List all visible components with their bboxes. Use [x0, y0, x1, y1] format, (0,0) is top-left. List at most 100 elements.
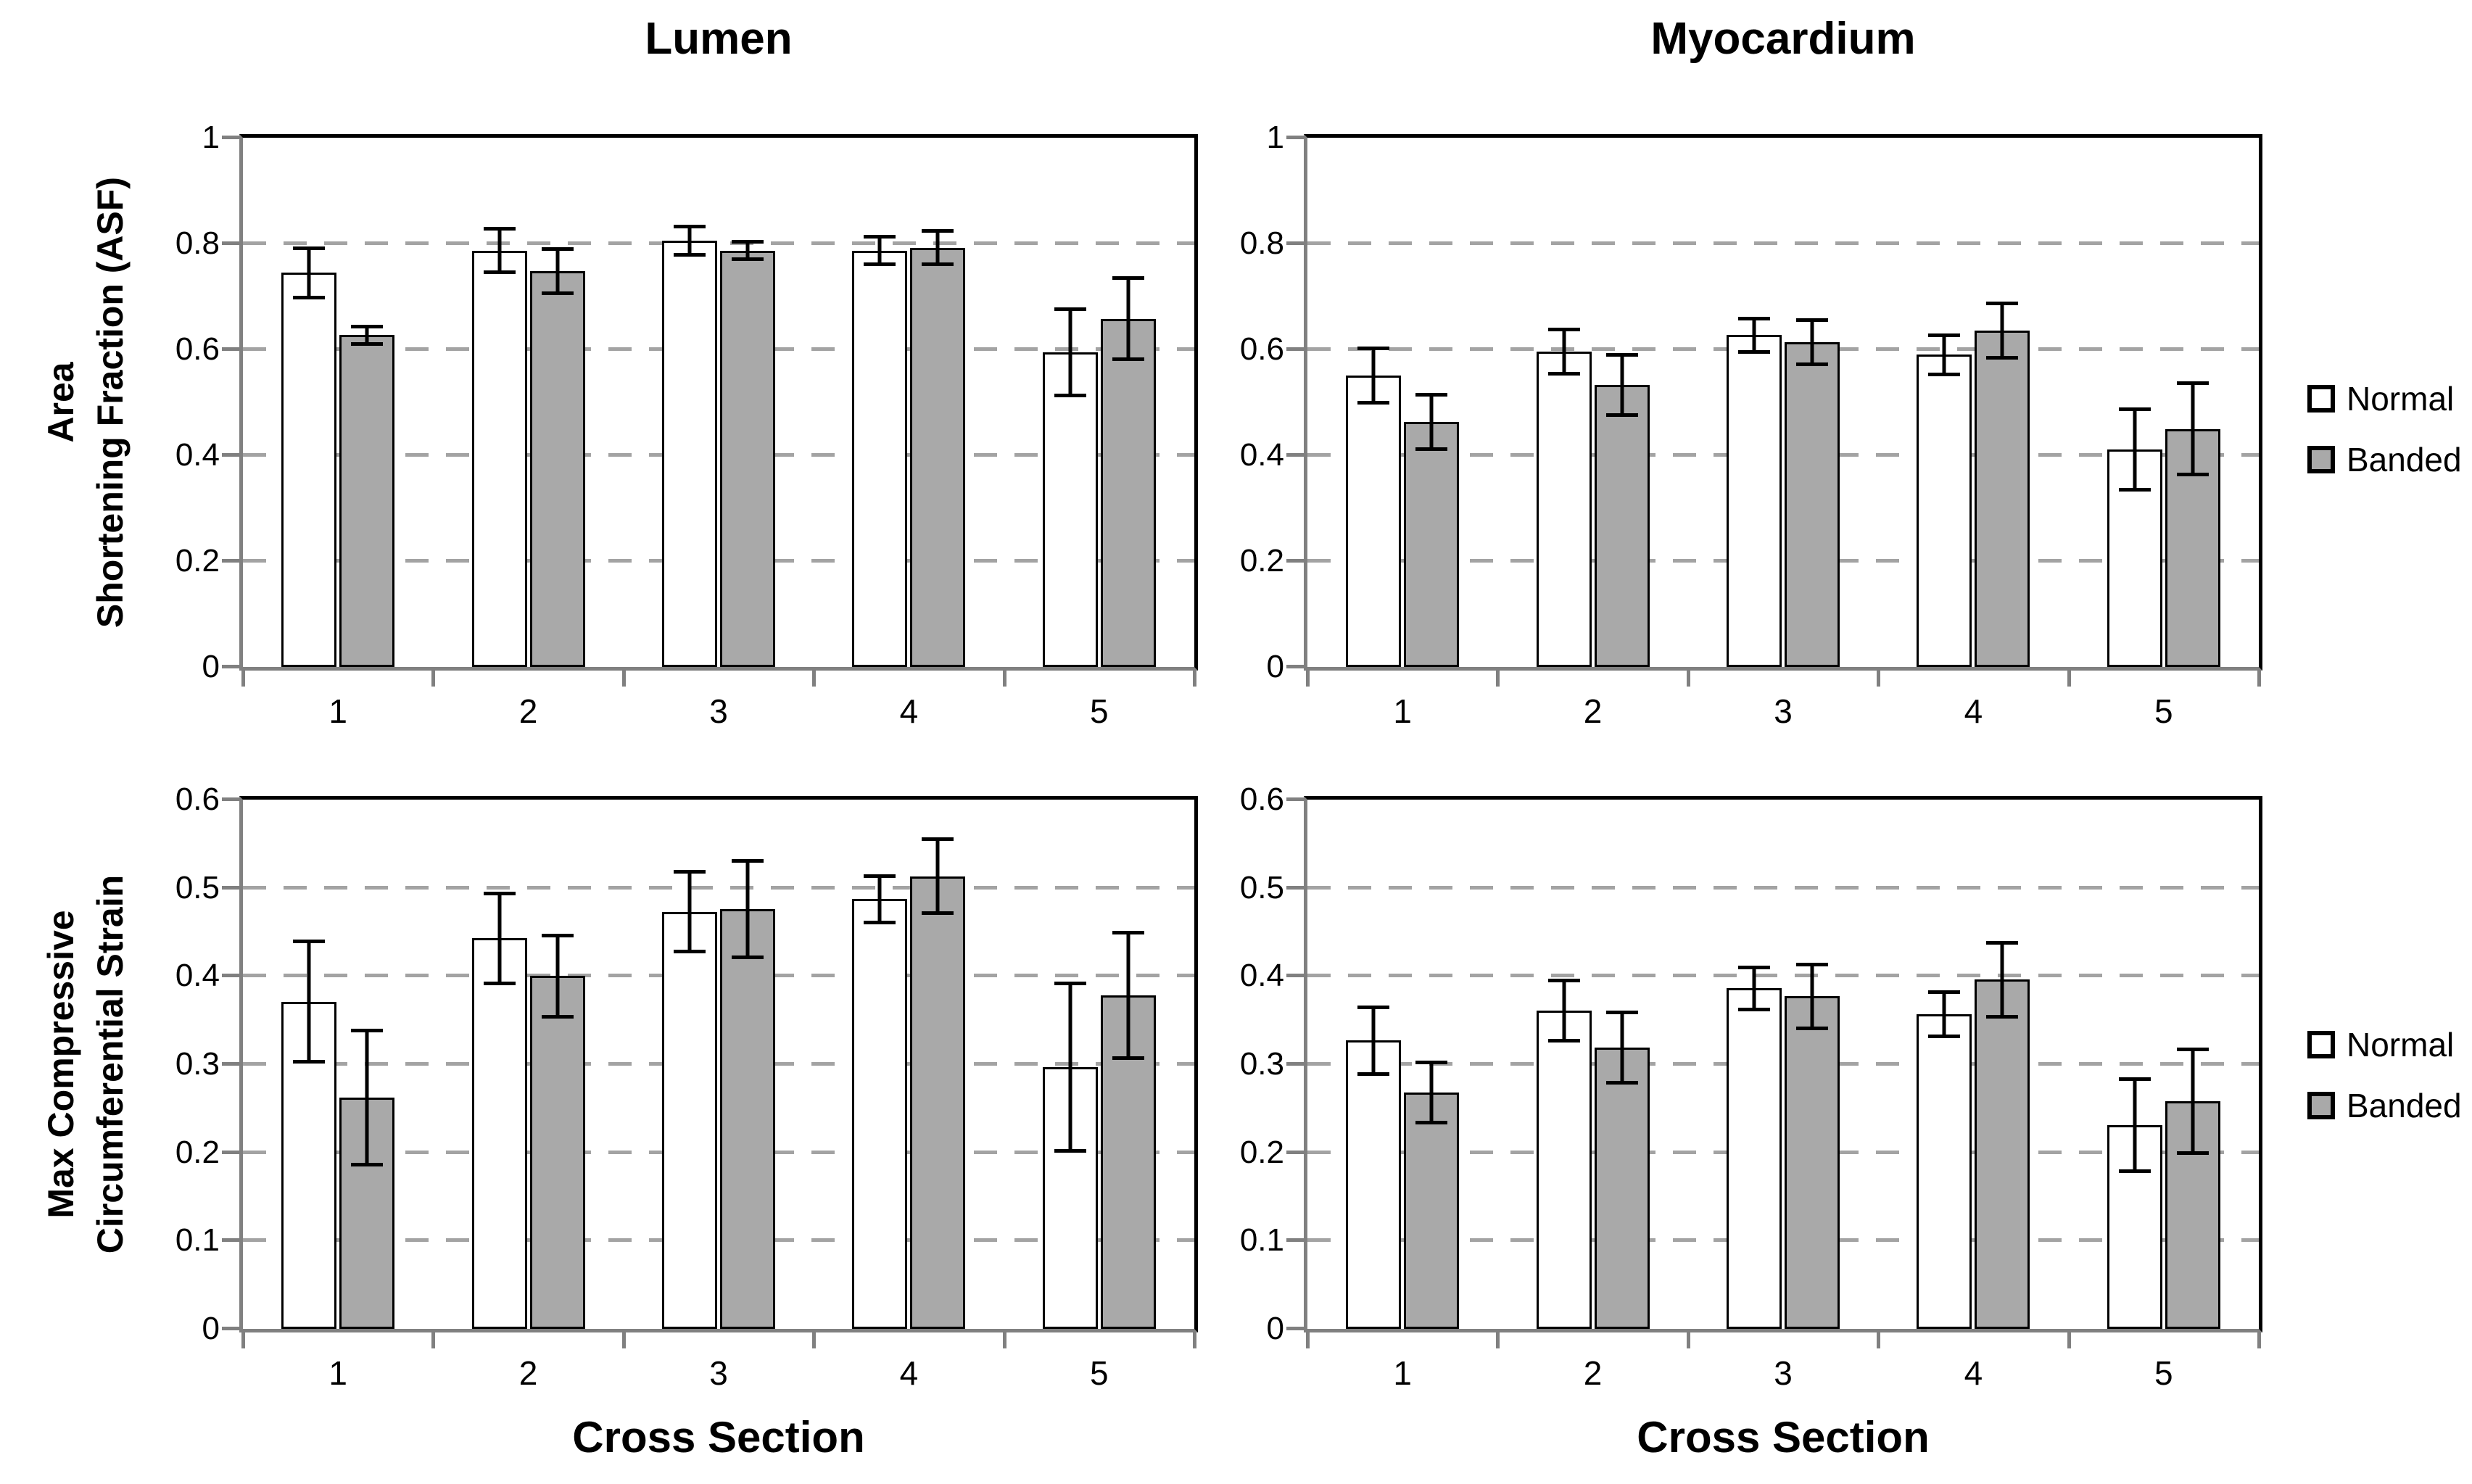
error-bar-banded-cs4 — [1986, 940, 2019, 1019]
y-tick-label: 0 — [1266, 1311, 1284, 1346]
category-label: 4 — [899, 692, 919, 730]
bar-group-cs5 — [2069, 138, 2259, 667]
error-bar-banded-cs5 — [1112, 931, 1144, 1060]
bar-banded-cs4 — [1975, 979, 2030, 1329]
bar-slot — [1346, 800, 1402, 1329]
y-tick-mark — [222, 559, 239, 563]
x-tick-mark — [2067, 671, 2071, 687]
bar-normal-cs3 — [1726, 335, 1782, 667]
bar-slot — [281, 138, 337, 667]
bar-slot — [2165, 800, 2220, 1329]
bar-normal-cs1 — [281, 1001, 337, 1329]
y-tick-mark — [1286, 136, 1304, 139]
y-tick-label: 0.2 — [175, 1134, 220, 1170]
gridline — [243, 347, 1194, 351]
bar-slot — [2165, 138, 2220, 667]
category-label: 1 — [1393, 692, 1412, 730]
bar-normal-cs1 — [281, 273, 337, 667]
x-tick-mark — [431, 671, 436, 687]
error-bar-normal-cs5 — [1054, 307, 1086, 397]
banded-swatch-icon — [2307, 1092, 2335, 1119]
error-bar-normal-cs5 — [2118, 407, 2151, 492]
gridline — [243, 1238, 1194, 1243]
bar-normal-cs3 — [1726, 988, 1782, 1329]
y-tick-mark — [1286, 665, 1304, 668]
bar-group-cs4 — [1878, 800, 2068, 1329]
y-tick-label: 0.4 — [1239, 437, 1284, 473]
error-bar-normal-cs1 — [1357, 346, 1390, 405]
plot-myocardium-strain: 0 0.1 0.2 0.3 0.4 0.5 0.6 1 2 3 4 5 — [1240, 784, 2262, 1390]
error-bar-normal-cs5 — [2118, 1077, 2151, 1173]
y-tick-mark — [222, 347, 239, 351]
y-tick-mark — [222, 136, 239, 139]
bar-slot — [1100, 800, 1156, 1329]
bar-group-cs4 — [814, 800, 1004, 1329]
bar-slot — [339, 800, 395, 1329]
x-tick-mark — [1193, 1332, 1196, 1348]
error-bar-normal-cs2 — [483, 226, 516, 275]
error-bar-normal-cs1 — [293, 940, 326, 1064]
gridline — [1307, 885, 2259, 890]
bar-slot — [852, 138, 908, 667]
bar-banded-cs4 — [910, 876, 966, 1329]
category-label: 4 — [1964, 692, 1983, 730]
y-axis-title-asf-line2: Shortening Fraction (ASF) — [90, 176, 131, 629]
bar-slot — [1917, 138, 1972, 667]
x-tick-mark — [621, 671, 626, 687]
bar-banded-cs2 — [529, 270, 585, 667]
x-tick-mark — [1496, 1332, 1500, 1348]
y-tick-label: 0.2 — [1239, 543, 1284, 579]
plot-lumen-asf: 0 0.2 0.4 0.6 0.8 1 1 2 3 4 5 — [175, 122, 1198, 728]
bar-slot — [1594, 800, 1650, 1329]
legend-item-banded: Banded — [2307, 1089, 2462, 1122]
error-bar-normal-cs2 — [1547, 328, 1580, 376]
bar-banded-cs4 — [1975, 330, 2030, 667]
bar-slot — [1726, 138, 1782, 667]
y-tick-label: 0.5 — [1239, 869, 1284, 905]
error-bar-banded-cs4 — [1986, 301, 2019, 360]
y-tick-label: 0.3 — [175, 1046, 220, 1082]
gridline — [243, 453, 1194, 457]
error-bar-normal-cs3 — [673, 870, 706, 953]
error-bar-banded-cs5 — [1112, 276, 1144, 362]
bar-slot — [529, 800, 585, 1329]
bar-slot — [2107, 800, 2162, 1329]
y-tick-label: 0.1 — [1239, 1222, 1284, 1259]
x-tick-mark — [1306, 671, 1310, 687]
y-tick-mark — [222, 1150, 239, 1154]
gridline — [1307, 1238, 2259, 1243]
category-label: 4 — [899, 1354, 919, 1392]
bar-slot — [1917, 800, 1972, 1329]
error-bar-normal-cs4 — [1928, 990, 1961, 1038]
bar-normal-cs1 — [1346, 375, 1402, 667]
y-tick-mark — [222, 1327, 239, 1330]
x-tick-mark — [812, 1332, 817, 1348]
normal-swatch-icon — [2307, 385, 2335, 413]
bar-group-cs3 — [1688, 800, 1878, 1329]
error-bar-banded-cs1 — [1415, 1061, 1448, 1124]
error-bar-banded-cs5 — [2176, 1047, 2209, 1156]
category-label: 5 — [2154, 692, 2173, 730]
error-bar-banded-cs2 — [541, 247, 574, 295]
error-bar-normal-cs3 — [1737, 965, 1770, 1011]
category-label: 3 — [709, 692, 728, 730]
y-tick-label: 0.4 — [175, 958, 220, 994]
bar-slot — [1536, 138, 1592, 667]
bar-group-cs3 — [1688, 138, 1878, 667]
gridline — [1307, 241, 2259, 245]
x-axis-title-right: Cross Section — [1637, 1413, 1930, 1462]
y-tick-label: 0 — [202, 1311, 220, 1346]
x-axis-title-left: Cross Section — [572, 1413, 865, 1462]
legend-item-normal: Normal — [2307, 382, 2462, 415]
error-bar-normal-cs4 — [864, 874, 896, 924]
bar-group-cs5 — [1004, 138, 1194, 667]
category-label: 1 — [328, 692, 347, 730]
bar-slot — [1975, 138, 2030, 667]
y-tick-mark — [222, 453, 239, 457]
bar-banded-cs5 — [1100, 318, 1156, 667]
y-tick-label: 0.8 — [1239, 225, 1284, 261]
error-bar-normal-cs3 — [673, 224, 706, 257]
bar-slot — [1404, 800, 1460, 1329]
error-bar-banded-cs4 — [922, 837, 954, 916]
plot-lumen-strain: 0 0.1 0.2 0.3 0.4 0.5 0.6 1 2 3 4 5 — [175, 784, 1198, 1390]
